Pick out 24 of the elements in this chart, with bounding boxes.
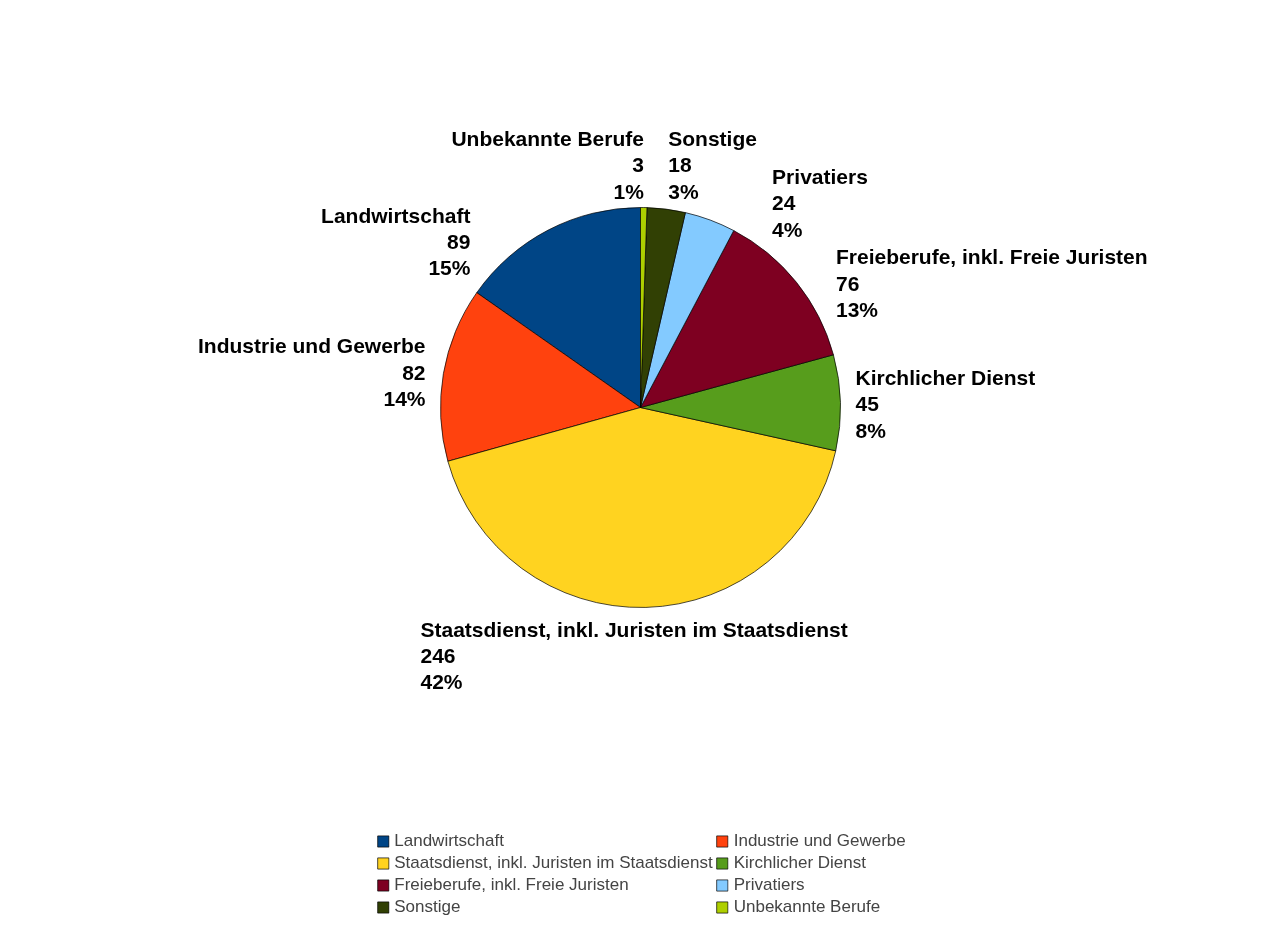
legend-label: Industrie und Gewerbe [733,831,906,851]
data-label: 82 14% [383,360,426,411]
data-label: 76 13% [835,271,879,322]
data-label: 89 15% [428,229,471,280]
legend-label: Landwirtschaft [394,831,504,851]
legend-label: Staatsdienst, inkl. Juristen im Staatsdienst [394,853,713,873]
legend-label: Unbekannte Berufe [733,897,881,917]
data-label: 3 1% [613,153,645,203]
legend-label: Kirchlicher Dienst [733,853,866,873]
slice-label: Kirchlicher Dienst [855,365,1036,389]
legend-label: Sonstige [394,897,461,917]
slice-label: Privatiers [772,165,868,189]
slice-label: Industrie und Gewerbe [197,334,426,358]
slice-label: Staatsdienst, inkl. Juristen im Staatsdienst [420,617,848,641]
legend-label: Freieberufe, inkl. Freie Juristen [394,875,629,895]
legend-label: Privatiers [733,875,805,895]
slice-label: Landwirtschaft [321,203,471,227]
data-label: 24 4% [772,191,803,241]
data-label: 246 42% [420,643,463,694]
slice-label: Unbekannte Berufe [451,127,644,151]
data-label: 45 8% [855,392,887,442]
data-label: 18 3% [668,153,699,203]
slice-label: Freieberufe, inkl. Freie Juristen [835,245,1148,269]
slice-label: Sonstige [668,127,757,151]
